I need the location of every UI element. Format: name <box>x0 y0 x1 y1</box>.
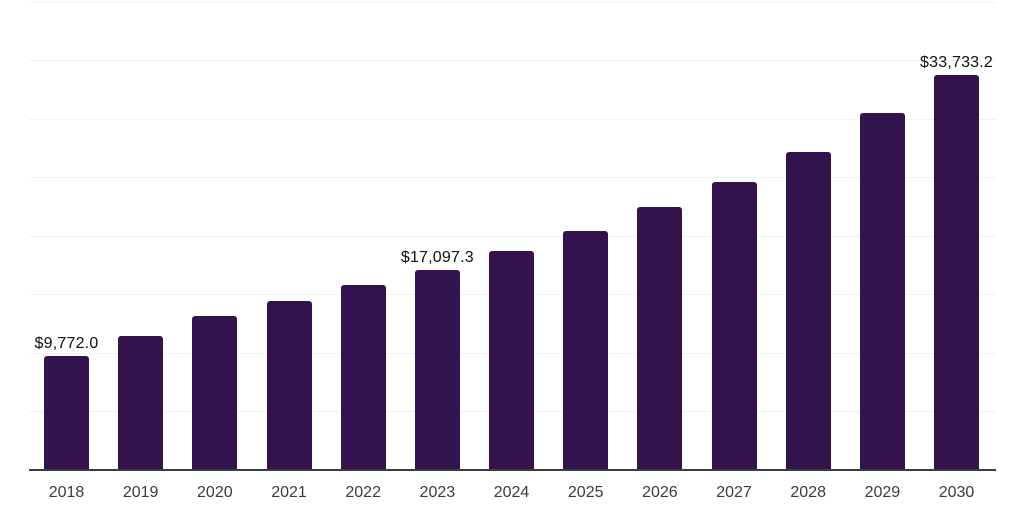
bar-2021 <box>266 300 312 470</box>
x-tick-label-2019: 2019 <box>122 484 159 501</box>
data-label-2030: $33,733.2 <box>920 54 994 72</box>
bar-2022 <box>340 285 386 470</box>
gridline <box>29 235 996 237</box>
x-tick-label-2024: 2024 <box>493 484 530 501</box>
bar-2024 <box>489 251 535 470</box>
bar-2020 <box>192 315 238 470</box>
x-tick-label-2023: 2023 <box>419 484 456 501</box>
bar-2030 <box>934 75 980 470</box>
bar-2027 <box>711 181 757 470</box>
x-tick-label-2030: 2030 <box>938 484 975 501</box>
bar-2028 <box>785 151 831 470</box>
bar-2019 <box>118 336 164 470</box>
x-tick-label-2025: 2025 <box>567 484 604 501</box>
x-tick-label-2022: 2022 <box>345 484 381 501</box>
x-tick-label-2026: 2026 <box>642 484 678 501</box>
data-label-2023: $17,097.3 <box>400 248 474 266</box>
bar-2023 <box>414 269 460 470</box>
data-label-2018: $9,772.0 <box>34 334 99 352</box>
x-tick-label-2021: 2021 <box>271 484 307 501</box>
x-tick-label-2029: 2029 <box>864 484 901 501</box>
gridline <box>29 60 996 61</box>
x-tick-label-2027: 2027 <box>716 484 752 501</box>
gridline <box>29 177 996 178</box>
bar-2018 <box>44 355 89 470</box>
x-tick-label-2020: 2020 <box>197 484 233 501</box>
bar-2025 <box>563 230 609 470</box>
gridline <box>29 118 996 120</box>
gridline <box>29 1 996 3</box>
x-axis-line <box>29 468 996 471</box>
bar-2026 <box>637 207 683 470</box>
x-tick-label-2028: 2028 <box>790 484 826 501</box>
bar-2029 <box>859 113 905 470</box>
x-tick-label-2018: 2018 <box>48 484 85 501</box>
